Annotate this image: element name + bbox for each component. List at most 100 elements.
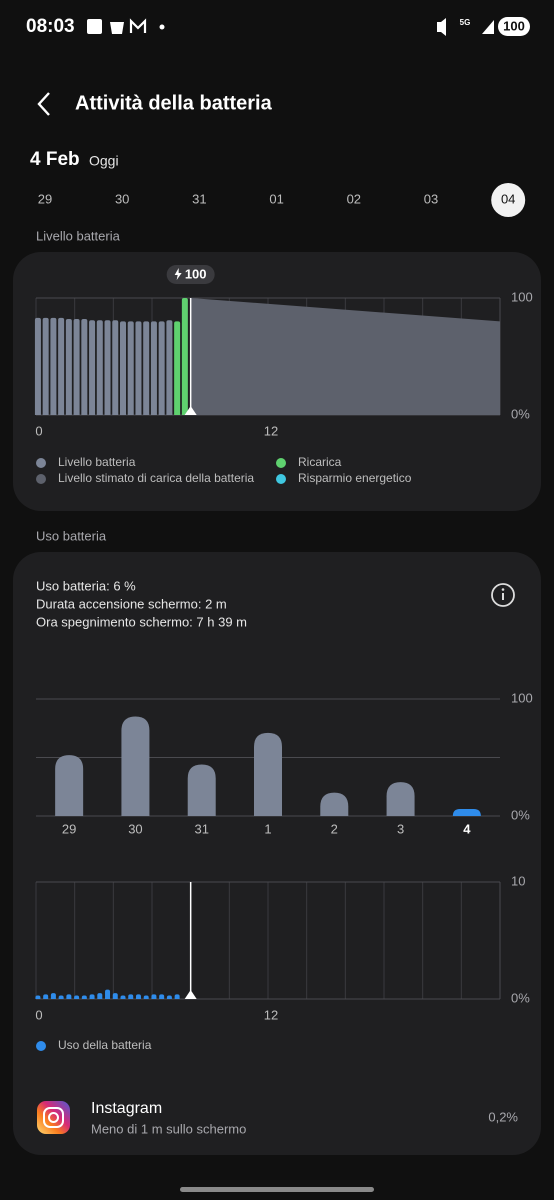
back-button[interactable] bbox=[37, 92, 50, 116]
legend-swatch bbox=[36, 458, 46, 468]
mail-icon bbox=[129, 18, 147, 33]
x-tick-label: 30 bbox=[128, 821, 142, 836]
x-tick-label: 29 bbox=[62, 821, 76, 836]
bar bbox=[50, 317, 57, 415]
bar bbox=[43, 994, 49, 999]
bar bbox=[89, 994, 95, 999]
badge-value: 100 bbox=[185, 266, 207, 281]
bar bbox=[143, 995, 149, 999]
bar bbox=[254, 732, 282, 816]
legend-label: Uso della batteria bbox=[58, 1038, 152, 1052]
day-item: 31 bbox=[192, 191, 206, 206]
y-tick-label: 100 bbox=[511, 289, 533, 304]
bar bbox=[35, 995, 41, 999]
battery-level: 100 bbox=[503, 18, 525, 33]
time-marker-arrow bbox=[184, 406, 197, 415]
app-detail[interactable]: Meno di 1 m sullo schermo bbox=[91, 1121, 246, 1136]
bar bbox=[34, 317, 41, 415]
bar bbox=[127, 321, 134, 415]
usage-info: Ora spegnimento schermo: 7 h 39 m bbox=[36, 614, 247, 629]
badge-bolt bbox=[174, 268, 182, 280]
date-sub: Oggi bbox=[89, 153, 119, 169]
bar bbox=[112, 320, 119, 415]
bar bbox=[386, 782, 415, 816]
bar bbox=[166, 995, 172, 999]
bar bbox=[120, 995, 126, 999]
x-tick-label: 12 bbox=[264, 423, 278, 438]
usage-card bbox=[13, 552, 541, 1155]
nav-handle bbox=[180, 1187, 374, 1192]
day-item: 29 bbox=[38, 191, 52, 206]
gallery-icon bbox=[87, 19, 102, 34]
bar bbox=[50, 993, 56, 999]
app-icon[interactable] bbox=[37, 1101, 70, 1134]
y-tick-label: 100 bbox=[511, 690, 533, 705]
legend-label: Risparmio energetico bbox=[298, 471, 412, 485]
bar bbox=[143, 321, 150, 415]
bar bbox=[42, 317, 49, 415]
bar bbox=[174, 321, 181, 415]
bar bbox=[135, 321, 142, 415]
x-tick-label: 0 bbox=[35, 1007, 42, 1022]
app-icon-glyph[interactable] bbox=[48, 1112, 59, 1123]
x-tick-label: 3 bbox=[397, 821, 404, 836]
day-selected bbox=[491, 183, 526, 217]
bar bbox=[58, 995, 64, 999]
app-value[interactable]: 0,2% bbox=[488, 1109, 518, 1124]
info-circle[interactable] bbox=[491, 583, 515, 607]
x-tick-label: 2 bbox=[331, 821, 338, 836]
day-item: 02 bbox=[347, 191, 361, 206]
status-time: 08:03 bbox=[26, 16, 75, 37]
legend-swatch bbox=[276, 458, 286, 468]
x-tick-label: 1 bbox=[264, 821, 271, 836]
bar bbox=[121, 716, 150, 816]
usage-info: Uso batteria: 6 % bbox=[36, 578, 136, 593]
day-selector: 29 30 31 01 02 03 04 bbox=[38, 183, 526, 217]
bar bbox=[66, 994, 72, 999]
info-dot[interactable] bbox=[501, 588, 505, 591]
usage-info: Durata accensione schermo: 2 m bbox=[36, 596, 227, 611]
y-tick-label: 10 bbox=[511, 873, 525, 888]
shop-icon bbox=[110, 22, 124, 34]
bar bbox=[128, 994, 134, 999]
page-title: Attività della batteria bbox=[75, 92, 273, 114]
app-row[interactable]: Instagram Meno di 1 m sullo schermo 0,2% bbox=[37, 1100, 518, 1136]
bar bbox=[452, 808, 481, 816]
bar bbox=[58, 317, 65, 415]
legend-label: Livello batteria bbox=[58, 455, 136, 469]
bar bbox=[81, 995, 87, 999]
legend-label: Livello stimato di carica della batteria bbox=[58, 471, 254, 485]
bar bbox=[151, 994, 157, 999]
bar bbox=[81, 319, 88, 415]
bar bbox=[135, 994, 141, 999]
bar bbox=[181, 298, 188, 415]
day-item: 04 bbox=[501, 191, 515, 206]
legend-swatch bbox=[36, 474, 46, 484]
legend-swatch bbox=[276, 474, 286, 484]
time-marker-arrow bbox=[184, 990, 197, 999]
x-tick-label: 31 bbox=[194, 821, 208, 836]
bar bbox=[150, 321, 157, 415]
day-item: 30 bbox=[115, 191, 129, 206]
info-button[interactable] bbox=[491, 583, 515, 607]
x-tick-label: 0 bbox=[35, 423, 42, 438]
bar bbox=[96, 320, 103, 415]
day-item: 01 bbox=[269, 191, 283, 206]
battery-pill bbox=[498, 17, 530, 36]
bar bbox=[166, 320, 173, 415]
info-stem[interactable] bbox=[502, 593, 504, 600]
section-title: Uso batteria bbox=[36, 528, 107, 543]
x-tick-label: 4 bbox=[463, 821, 471, 836]
y-tick-label: 0% bbox=[511, 807, 530, 822]
y-tick-label: 0% bbox=[511, 406, 530, 421]
bar bbox=[55, 755, 84, 816]
app-name[interactable]: Instagram bbox=[91, 1100, 162, 1117]
bar bbox=[158, 321, 165, 415]
app-icon-glyph[interactable] bbox=[43, 1107, 64, 1128]
legend-label: Ricarica bbox=[298, 455, 342, 469]
signal-icon bbox=[482, 20, 494, 34]
status-icons bbox=[87, 17, 530, 36]
bar bbox=[187, 764, 216, 816]
